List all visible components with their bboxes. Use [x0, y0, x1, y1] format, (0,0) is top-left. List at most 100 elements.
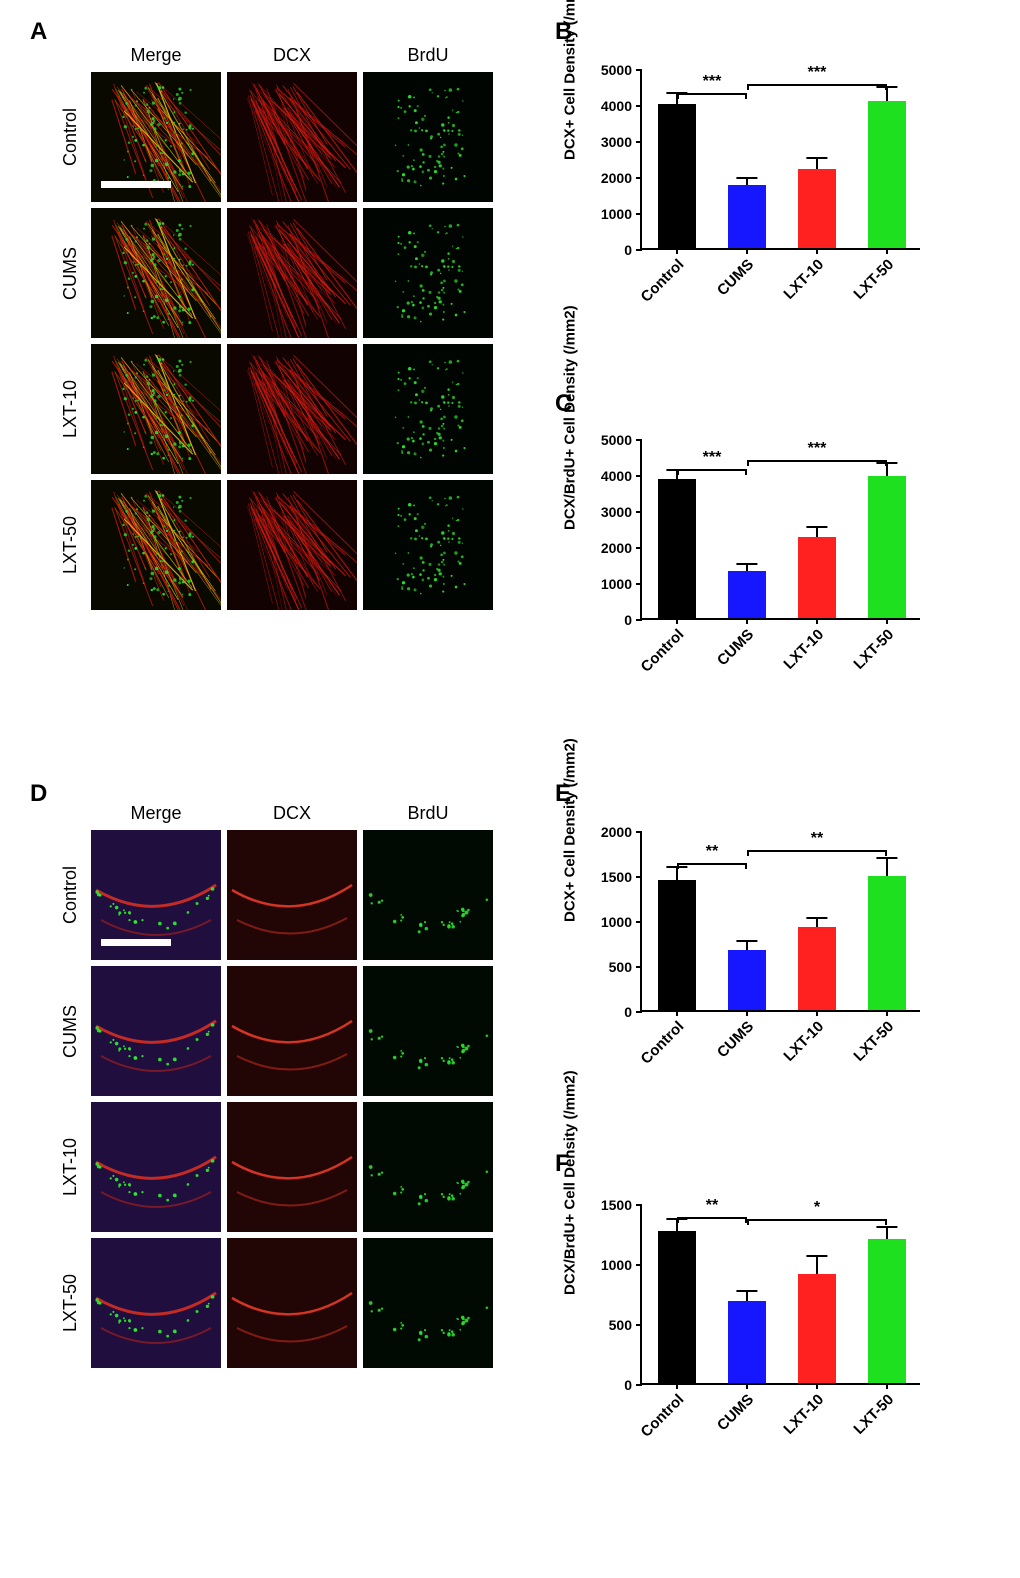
- x-tick: [816, 1010, 818, 1016]
- y-tick-label: 500: [609, 959, 632, 975]
- bar: [798, 537, 837, 618]
- micrograph-cell: [227, 344, 357, 474]
- y-tick: [636, 1264, 642, 1266]
- error-bar: [886, 1227, 888, 1239]
- row-label: Control: [60, 108, 81, 166]
- bar-chart-b: 010002000300040005000ControlCUMSLXT-10LX…: [560, 50, 960, 350]
- micrograph-cell: [91, 1238, 221, 1368]
- y-tick-label: 5000: [601, 62, 632, 78]
- sig-bracket: [677, 863, 747, 865]
- y-tick-label: 0: [624, 1377, 632, 1393]
- error-bar: [886, 858, 888, 876]
- x-label: LXT-50: [850, 1391, 897, 1438]
- error-bar: [816, 918, 818, 927]
- micrograph-cell: [227, 208, 357, 338]
- sig-label: ***: [808, 64, 827, 82]
- sig-bracket: [747, 850, 749, 856]
- x-label: CUMS: [714, 256, 757, 299]
- y-tick-label: 4000: [601, 98, 632, 114]
- micrograph-cell: [227, 966, 357, 1096]
- x-label: CUMS: [714, 626, 757, 669]
- error-cap: [876, 1226, 897, 1228]
- error-cap: [736, 1290, 757, 1292]
- micrograph-grid-a: MergeDCXBrdUControlCUMSLXT-10LXT-50: [55, 42, 493, 610]
- col-header: DCX: [227, 803, 357, 824]
- x-tick: [676, 1383, 678, 1389]
- micrograph-cell: [363, 830, 493, 960]
- row-label: LXT-10: [60, 1138, 81, 1196]
- plot-area: 0500100015002000ControlCUMSLXT-10LXT-50*…: [640, 832, 920, 1012]
- y-tick: [636, 831, 642, 833]
- bar: [658, 479, 697, 618]
- x-tick: [746, 1010, 748, 1016]
- row-label: LXT-50: [60, 1274, 81, 1332]
- error-cap: [736, 177, 757, 179]
- sig-label: **: [706, 1197, 718, 1215]
- sig-bracket: [677, 1217, 747, 1219]
- plot-area: 010002000300040005000ControlCUMSLXT-10LX…: [640, 440, 920, 620]
- micrograph-cell: [227, 1102, 357, 1232]
- x-label: LXT-50: [850, 256, 897, 303]
- sig-bracket: [885, 84, 887, 90]
- error-cap: [806, 917, 827, 919]
- y-tick: [636, 1384, 642, 1386]
- y-tick: [636, 921, 642, 923]
- x-label: LXT-50: [850, 1018, 897, 1065]
- sig-bracket: [747, 460, 887, 462]
- micrograph-cell: [91, 480, 221, 610]
- x-label: Control: [637, 1391, 687, 1441]
- y-tick: [636, 475, 642, 477]
- y-tick-label: 500: [609, 1317, 632, 1333]
- sig-bracket: [747, 84, 749, 90]
- y-tick-label: 1500: [601, 1197, 632, 1213]
- bar: [868, 476, 907, 618]
- bar: [798, 1274, 837, 1383]
- y-tick-label: 2000: [601, 540, 632, 556]
- y-tick-label: 2000: [601, 824, 632, 840]
- col-header: Merge: [91, 803, 221, 824]
- x-label: Control: [637, 256, 687, 306]
- sig-label: **: [706, 843, 718, 861]
- y-tick-label: 2000: [601, 170, 632, 186]
- y-tick-label: 5000: [601, 432, 632, 448]
- error-cap: [736, 940, 757, 942]
- micrograph-grid-d: MergeDCXBrdUControlCUMSLXT-10LXT-50: [55, 800, 493, 1368]
- y-tick: [636, 583, 642, 585]
- bar-chart-c: 010002000300040005000ControlCUMSLXT-10LX…: [560, 420, 960, 720]
- bar: [868, 876, 907, 1010]
- y-tick-label: 0: [624, 612, 632, 628]
- sig-bracket: [677, 469, 747, 471]
- sig-bracket: [747, 1219, 749, 1225]
- y-tick: [636, 249, 642, 251]
- y-axis-label: DCX/BrdU+ Cell Density (/mm2): [562, 1070, 579, 1295]
- y-tick-label: 1000: [601, 1257, 632, 1273]
- sig-bracket: [747, 84, 887, 86]
- error-bar: [746, 564, 748, 571]
- x-label: LXT-10: [780, 626, 827, 673]
- col-header: BrdU: [363, 803, 493, 824]
- row-label: LXT-50: [60, 516, 81, 574]
- sig-bracket: [677, 469, 679, 475]
- x-tick: [816, 248, 818, 254]
- bar: [728, 571, 767, 618]
- x-label: LXT-10: [780, 256, 827, 303]
- panel-label-a: A: [30, 18, 47, 46]
- y-tick: [636, 439, 642, 441]
- y-tick: [636, 619, 642, 621]
- micrograph-cell: [227, 830, 357, 960]
- y-tick: [636, 213, 642, 215]
- y-tick: [636, 105, 642, 107]
- sig-bracket: [747, 850, 887, 852]
- row-label: CUMS: [60, 247, 81, 300]
- x-tick: [676, 248, 678, 254]
- scale-bar: [101, 181, 171, 188]
- bar: [658, 880, 697, 1010]
- error-cap: [806, 157, 827, 159]
- x-tick: [886, 618, 888, 624]
- x-label: CUMS: [714, 1018, 757, 1061]
- bar-chart-f: 050010001500ControlCUMSLXT-10LXT-50***DC…: [560, 1185, 960, 1485]
- row-label: CUMS: [60, 1005, 81, 1058]
- bar: [728, 1301, 767, 1383]
- y-tick-label: 3000: [601, 134, 632, 150]
- x-tick: [676, 618, 678, 624]
